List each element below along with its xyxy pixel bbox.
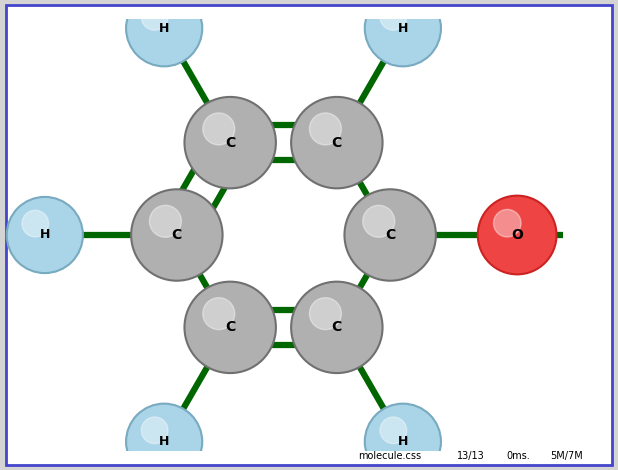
Circle shape [601,210,618,237]
Circle shape [184,97,276,188]
Text: C: C [172,228,182,242]
Text: C: C [332,321,342,334]
Circle shape [494,210,521,237]
Circle shape [380,3,407,30]
Circle shape [126,0,202,66]
Text: C: C [332,136,342,149]
Text: H: H [40,228,50,242]
Circle shape [184,282,276,373]
Text: O: O [511,228,523,242]
Text: H: H [159,435,169,448]
Text: molecule.css: molecule.css [358,451,421,461]
Text: C: C [385,228,396,242]
Circle shape [203,113,235,145]
Circle shape [365,404,441,470]
Circle shape [131,189,222,281]
Text: 5M/7M: 5M/7M [550,451,583,461]
Circle shape [363,205,395,237]
Circle shape [365,0,441,66]
Circle shape [150,205,182,237]
Text: H: H [397,435,408,448]
Circle shape [291,97,383,188]
Circle shape [310,298,341,329]
Circle shape [126,404,202,470]
Text: C: C [225,321,235,334]
Circle shape [142,417,168,444]
Circle shape [478,196,557,274]
Circle shape [203,298,235,329]
Circle shape [380,417,407,444]
Text: C: C [225,136,235,149]
Circle shape [344,189,436,281]
Circle shape [291,282,383,373]
Text: H: H [397,22,408,35]
Circle shape [22,210,49,237]
Circle shape [7,197,83,273]
Text: 13/13: 13/13 [457,451,485,461]
Circle shape [310,113,341,145]
Circle shape [142,3,168,30]
Text: H: H [159,22,169,35]
Circle shape [586,197,618,273]
Text: 0ms.: 0ms. [507,451,530,461]
